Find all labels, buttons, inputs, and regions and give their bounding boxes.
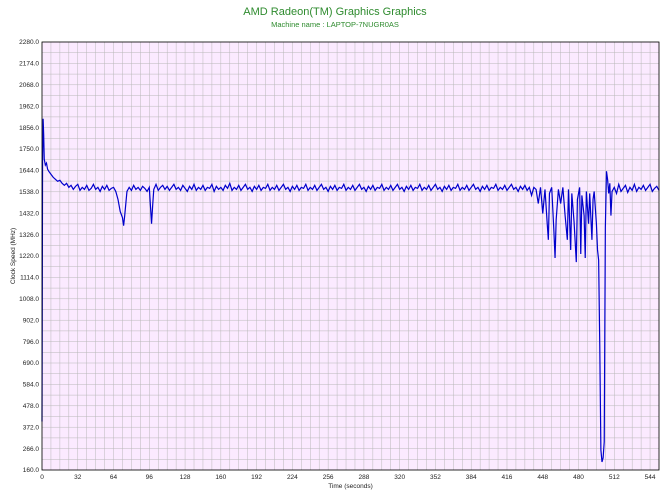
y-tick-label: 1538.0: [19, 189, 39, 196]
chart-title: AMD Radeon(TM) Graphics Graphics: [243, 6, 427, 18]
plot-border: [41, 41, 660, 471]
y-tick-label: 2068.0: [19, 82, 39, 89]
y-tick-label: 1114.0: [20, 275, 39, 282]
x-tick-label: 96: [146, 474, 154, 481]
x-tick-label: 480: [573, 474, 584, 481]
x-tick-labels: 0 32 64 96 128 160 192 224 256 288 320 352 384 416 448…: [40, 474, 656, 481]
y-tick-labels: 160.0 266.0 372.0 478.0 584.0 690.0 796.0 902.0…: [19, 39, 39, 474]
x-tick-label: 352: [430, 474, 441, 481]
x-tick-label: 160: [215, 474, 226, 481]
y-tick-label: 372.0: [23, 424, 40, 431]
y-tick-label: 1008.0: [19, 296, 39, 303]
y-tick-label: 1432.0: [19, 210, 39, 217]
x-tick-label: 288: [358, 474, 369, 481]
y-tick-label: 1644.0: [19, 168, 39, 175]
y-tick-label: 266.0: [23, 446, 40, 453]
y-axis-label: Clock Speed (MHz): [10, 228, 17, 284]
y-tick-label: 1326.0: [19, 232, 39, 239]
x-tick-label: 416: [502, 474, 513, 481]
x-tick-label: 512: [609, 474, 620, 481]
y-tick-label: 1220.0: [19, 253, 39, 260]
y-tick-label: 902.0: [23, 317, 40, 324]
y-tick-label: 1750.0: [19, 146, 39, 153]
x-tick-label: 320: [394, 474, 405, 481]
x-tick-label: 384: [466, 474, 477, 481]
grid-lines: [41, 41, 660, 471]
y-tick-label: 796.0: [23, 339, 40, 346]
x-tick-label: 192: [251, 474, 262, 481]
y-tick-label: 160.0: [23, 467, 40, 474]
x-tick-label: 448: [537, 474, 548, 481]
y-tick-label: 1962.0: [19, 103, 39, 110]
x-tick-label: 544: [645, 474, 656, 481]
series-line: [41, 118, 660, 463]
y-tick-label: 1856.0: [19, 125, 39, 132]
y-tick-label: 478.0: [23, 403, 40, 410]
y-tick-label: 2280.0: [19, 39, 39, 46]
chart-subtitle: Machine name : LAPTOP-7NUGR0AS: [271, 20, 399, 29]
x-axis-label: Time (seconds): [328, 483, 373, 490]
y-tick-label: 2174.0: [19, 61, 39, 68]
x-tick-label: 256: [323, 474, 334, 481]
x-tick-label: 32: [74, 474, 82, 481]
x-tick-label: 0: [40, 474, 44, 481]
x-tick-label: 224: [287, 474, 298, 481]
x-tick-label: 64: [110, 474, 118, 481]
x-tick-label: 128: [180, 474, 191, 481]
y-tick-label: 584.0: [23, 382, 40, 389]
y-tick-label: 690.0: [23, 360, 40, 367]
